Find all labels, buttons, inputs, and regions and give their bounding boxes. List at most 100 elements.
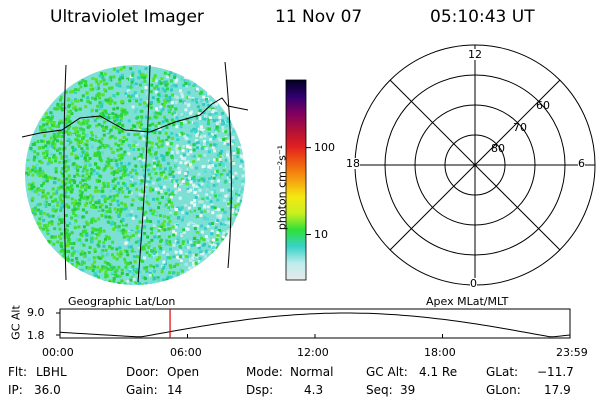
uv-speckle — [135, 94, 139, 98]
uv-speckle — [177, 82, 181, 86]
uv-speckle — [140, 197, 144, 201]
uv-speckle — [33, 212, 37, 216]
uv-speckle — [137, 206, 141, 210]
uv-speckle — [56, 200, 60, 204]
uv-speckle — [193, 121, 197, 125]
uv-speckle — [134, 105, 138, 109]
uv-speckle — [30, 198, 34, 202]
uv-speckle — [148, 245, 152, 249]
uv-speckle — [161, 222, 165, 226]
uv-speckle — [165, 269, 169, 273]
uv-speckle — [79, 81, 83, 85]
uv-speckle — [221, 111, 225, 115]
uv-speckle — [112, 265, 116, 269]
uv-speckle — [96, 255, 100, 259]
uv-speckle — [193, 185, 197, 189]
uv-speckle — [195, 87, 199, 91]
uv-speckle — [147, 172, 151, 176]
uv-speckle — [224, 130, 228, 134]
uv-speckle — [210, 232, 214, 236]
colorbar-ticks — [306, 147, 311, 236]
uv-speckle — [124, 223, 128, 227]
uv-speckle — [113, 177, 117, 181]
uv-speckle — [132, 254, 136, 258]
uv-speckle — [72, 162, 76, 166]
uv-speckle — [52, 242, 56, 246]
uv-speckle — [113, 136, 117, 140]
uv-speckle — [75, 238, 79, 242]
uv-speckle — [223, 210, 227, 214]
uv-speckle — [104, 248, 108, 252]
uv-speckle — [104, 272, 108, 276]
uv-speckle — [61, 167, 65, 171]
uv-speckle — [223, 143, 227, 147]
uv-speckle — [70, 201, 74, 205]
uv-speckle — [85, 134, 89, 138]
uv-speckle — [61, 169, 65, 173]
ip-value: 36.0 — [34, 383, 61, 397]
uv-speckle — [128, 144, 132, 148]
uv-speckle — [190, 243, 194, 247]
uv-speckle — [108, 207, 112, 211]
uv-speckle — [226, 120, 230, 124]
uv-speckle — [171, 190, 175, 194]
uv-speckle — [166, 240, 170, 244]
uv-speckle — [69, 185, 73, 189]
uv-speckle — [174, 250, 178, 254]
uv-speckle — [49, 136, 53, 140]
uv-speckle — [198, 188, 202, 192]
uv-speckle — [74, 214, 78, 218]
uv-speckle — [157, 145, 160, 149]
uv-speckle — [168, 264, 172, 268]
uv-speckle — [75, 172, 79, 176]
uv-speckle — [154, 215, 158, 219]
uv-speckle — [80, 263, 84, 267]
uv-speckle — [123, 282, 127, 285]
uv-speckle — [44, 112, 48, 116]
uv-speckle — [108, 195, 112, 199]
uv-speckle — [73, 148, 77, 152]
uv-speckle — [84, 105, 88, 109]
uv-speckle — [25, 171, 29, 175]
uv-image-disk — [25, 65, 245, 285]
uv-speckle — [114, 142, 118, 146]
uv-speckle — [72, 212, 76, 215]
colorbar-unit-label: photon cm⁻²s⁻¹ — [275, 144, 289, 231]
uv-speckle — [159, 171, 163, 175]
uv-speckle — [222, 240, 226, 244]
uv-speckle — [165, 198, 169, 201]
uv-speckle — [118, 157, 122, 161]
uv-speckle — [149, 220, 153, 223]
uv-speckle — [87, 266, 91, 270]
uv-speckle — [81, 151, 85, 155]
uv-speckle — [168, 166, 172, 170]
uv-speckle — [178, 146, 182, 150]
uv-speckle — [180, 112, 184, 116]
uv-speckle — [135, 268, 139, 271]
uv-speckle — [214, 170, 217, 174]
uv-speckle — [94, 153, 98, 157]
uv-speckle — [204, 147, 208, 151]
uv-speckle — [187, 95, 191, 99]
uv-speckle — [39, 210, 43, 213]
uv-speckle — [84, 220, 88, 224]
uv-speckle — [135, 192, 139, 195]
uv-speckle — [71, 221, 75, 225]
uv-speckle — [105, 160, 109, 164]
uv-speckle — [144, 277, 148, 281]
uv-speckle — [119, 75, 123, 79]
uv-speckle — [121, 110, 125, 114]
uv-speckle — [121, 76, 124, 80]
uv-speckle — [66, 195, 70, 199]
uv-speckle — [196, 241, 200, 245]
uv-speckle — [101, 265, 105, 269]
uv-speckle — [200, 146, 204, 150]
uv-speckle — [77, 144, 81, 148]
uv-speckle — [160, 144, 164, 148]
uv-speckle — [70, 188, 74, 191]
dsp-value: 4.3 — [304, 383, 324, 397]
uv-speckle — [124, 241, 128, 245]
uv-speckle — [72, 149, 75, 153]
uv-speckle — [60, 221, 63, 224]
uv-speckle — [100, 159, 103, 163]
